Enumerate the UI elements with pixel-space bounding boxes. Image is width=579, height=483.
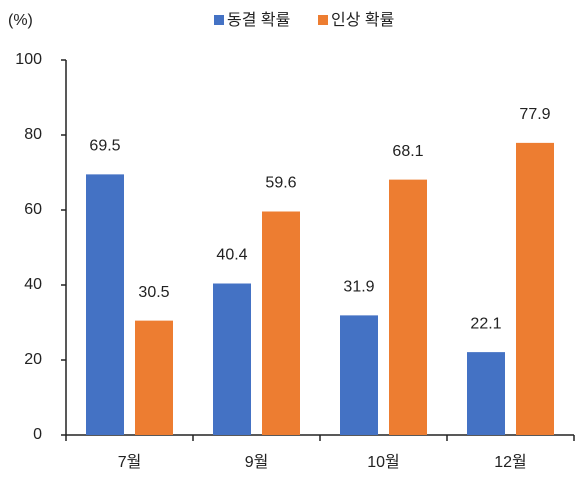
bar (86, 174, 124, 435)
bar (135, 320, 173, 435)
legend-label: 인상 확률 (331, 11, 394, 29)
legend-swatch (318, 15, 328, 25)
legend-label: 동결 확률 (227, 11, 290, 29)
y-tick-label: 60 (24, 201, 42, 218)
data-label: 68.1 (392, 143, 423, 160)
data-label: 69.5 (89, 138, 120, 155)
bar (467, 352, 505, 435)
data-label: 22.1 (470, 315, 501, 332)
bar (389, 179, 427, 435)
x-tick-label: 12월 (494, 453, 527, 471)
data-label: 40.4 (216, 247, 247, 264)
data-label: 59.6 (265, 175, 296, 192)
bar (262, 211, 300, 435)
x-tick-label: 9월 (245, 453, 269, 471)
bar (213, 283, 251, 435)
data-label: 31.9 (343, 279, 374, 296)
y-tick-label: 20 (24, 351, 42, 368)
legend-swatch (214, 15, 224, 25)
y-axis-label: (%) (8, 12, 33, 29)
y-tick-label: 40 (24, 276, 42, 293)
y-tick-label: 100 (15, 51, 42, 68)
y-tick-label: 80 (24, 126, 42, 143)
x-tick-label: 10월 (367, 453, 400, 471)
x-tick-label: 7월 (118, 453, 142, 471)
bar (516, 142, 554, 435)
data-label: 77.9 (519, 106, 550, 123)
bar (340, 315, 378, 435)
data-label: 30.5 (138, 284, 169, 301)
y-tick-label: 0 (33, 426, 42, 443)
